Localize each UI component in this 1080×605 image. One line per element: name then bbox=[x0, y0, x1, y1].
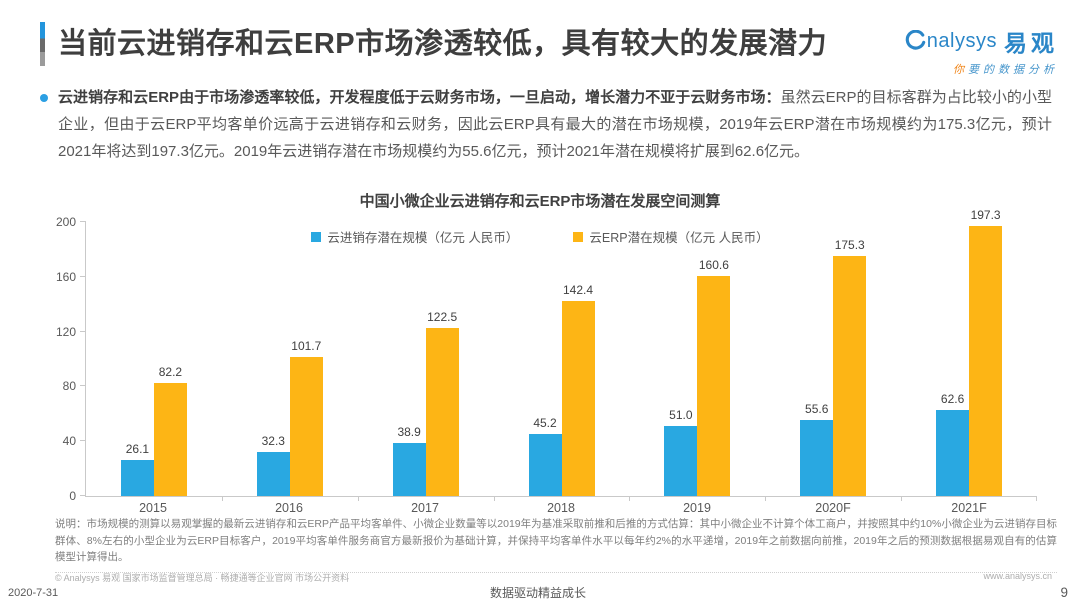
chart-legend: 云进销存潜在规模（亿元 人民币） 云ERP潜在规模（亿元 人民币） bbox=[40, 227, 1040, 246]
bar: 197.3 bbox=[969, 208, 1003, 496]
bar-group-2017: 38.9 122.5 bbox=[358, 222, 494, 496]
x-axis-category-label: 2020F bbox=[815, 501, 851, 515]
legend-label: 云进销存潜在规模（亿元 人民币） bbox=[327, 231, 519, 245]
bar-group-2016: 32.3 101.7 bbox=[222, 222, 358, 496]
bar-value-label: 122.5 bbox=[427, 310, 458, 325]
bar-group-2021F: 62.6 197.3 bbox=[901, 208, 1037, 496]
source-attribution: © Analysys 易观 国家市场监督管理总局 · 畅捷通等企业官网 市场公开… bbox=[55, 573, 350, 583]
x-axis-tick-mark bbox=[629, 496, 631, 501]
bar: 175.3 bbox=[833, 238, 867, 496]
bar-group-2019: 51.0 160.6 bbox=[629, 222, 765, 496]
logo-name-en: nalysys bbox=[926, 29, 997, 52]
summary-lead: 云进销存和云ERP由于市场渗透率较低，开发程度低于云财务市场，一旦启动，增长潜力… bbox=[58, 89, 781, 106]
bar-group-2015: 26.1 82.2 bbox=[86, 222, 222, 496]
y-axis-tick-label: 200 bbox=[55, 215, 76, 229]
bar: 101.7 bbox=[289, 339, 323, 496]
chart-title: 中国小微企业云进销存和云ERP市场潜在发展空间测算 bbox=[359, 193, 721, 210]
bar-groups: 26.1 82.2 32.3 101.7 38.9 122.5 45.2 142.4 51.0 1… bbox=[86, 208, 1037, 496]
bar: 45.2 bbox=[528, 416, 562, 496]
website-url: www.analysys.cn bbox=[983, 571, 1052, 581]
footer-slogan: 数据驱动精益成长 bbox=[489, 586, 586, 600]
y-axis-tick-mark bbox=[80, 440, 86, 442]
legend-label: 云ERP潜在规模（亿元 人民币） bbox=[589, 231, 769, 245]
x-axis-labels: 2015 2016 2017 2018 2019 2020F 2021F bbox=[85, 501, 1037, 515]
bar-value-label: 82.2 bbox=[158, 365, 183, 380]
y-axis-tick-mark bbox=[80, 385, 86, 387]
title-block: 当前云进销存和云ERP市场渗透较低，具有较大的发展潜力 bbox=[40, 20, 827, 68]
x-axis-category-label: 2015 bbox=[139, 501, 167, 515]
legend-swatch-icon bbox=[573, 231, 584, 242]
x-axis-category-label: 2017 bbox=[411, 501, 439, 515]
bar-value-label: 51.0 bbox=[669, 408, 693, 423]
title-accent-bar bbox=[40, 22, 45, 66]
bar: 26.1 bbox=[120, 442, 154, 496]
methodology-note: 说明：市场规模的测算以易观掌握的最新云进销存和云ERP产品平均客单件、小微企业数… bbox=[55, 516, 1057, 573]
y-axis-tick-label: 40 bbox=[62, 434, 76, 449]
bar: 38.9 bbox=[392, 425, 426, 496]
sources-row: © Analysys 易观 国家市场监督管理总局 · 畅捷通等企业官网 市场公开… bbox=[55, 571, 1052, 584]
bar-value-label: 32.3 bbox=[261, 433, 285, 448]
x-axis-tick-mark bbox=[1036, 496, 1037, 501]
y-axis-tick-mark bbox=[80, 275, 86, 277]
logo-wordmark: nalysys 易观 bbox=[904, 24, 1058, 58]
y-axis-tick-label: 0 bbox=[69, 489, 76, 503]
bar: 82.2 bbox=[153, 365, 187, 496]
bar-value-label: 175.3 bbox=[834, 237, 865, 252]
x-axis-tick-mark bbox=[357, 496, 359, 501]
legend-item: 云进销存潜在规模（亿元 人民币） bbox=[311, 227, 518, 246]
bar-group-2018: 45.2 142.4 bbox=[494, 222, 630, 496]
bar: 160.6 bbox=[697, 258, 731, 496]
x-axis-tick-mark bbox=[221, 496, 223, 501]
plot-area: 0 40 80 120 160 200 26.1 82.2 32.3 101.7 38.9 122.5… bbox=[56, 208, 1037, 503]
header: 当前云进销存和云ERP市场渗透较低，具有较大的发展潜力 nalysys 易观 你… bbox=[40, 20, 1058, 77]
logo-tagline-rest: 要的数据分析 bbox=[968, 64, 1058, 76]
y-axis-tick-mark bbox=[80, 330, 86, 332]
logo-name-cn: 易观 bbox=[1004, 30, 1058, 56]
logo-tagline: 你要的数据分析 bbox=[904, 61, 1058, 77]
bar-value-label: 55.6 bbox=[805, 401, 829, 416]
x-axis-category-label: 2019 bbox=[683, 501, 711, 515]
page-number: 9 bbox=[1060, 585, 1068, 600]
y-axis-tick-mark bbox=[80, 221, 86, 222]
y-axis-tick-label: 80 bbox=[62, 379, 76, 394]
report-date: 2020-7-31 bbox=[8, 586, 59, 599]
logo-tagline-emphasis: 你 bbox=[953, 64, 968, 76]
bar-value-label: 197.3 bbox=[970, 207, 1001, 222]
bar: 55.6 bbox=[800, 402, 834, 496]
summary-paragraph: 云进销存和云ERP由于市场渗透率较低，开发程度低于云财务市场，一旦启动，增长潜力… bbox=[40, 84, 1052, 165]
bar-value-label: 62.6 bbox=[940, 392, 965, 407]
bottom-bar: 2020-7-31 数据驱动精益成长 9 bbox=[8, 584, 1068, 601]
x-axis-tick-mark bbox=[765, 496, 767, 501]
bar-value-label: 160.6 bbox=[698, 257, 729, 272]
legend-item: 云ERP潜在规模（亿元 人民币） bbox=[573, 227, 769, 246]
bar-value-label: 45.2 bbox=[533, 416, 557, 431]
y-axis-tick-label: 120 bbox=[55, 324, 76, 339]
bar-value-label: 142.4 bbox=[562, 282, 594, 297]
bar: 122.5 bbox=[425, 310, 459, 496]
bar: 51.0 bbox=[664, 408, 698, 496]
bar-group-2020F: 55.6 175.3 bbox=[765, 222, 901, 496]
bullet-dot-icon bbox=[40, 94, 48, 102]
bar: 62.6 bbox=[936, 392, 970, 496]
x-axis-category-label: 2021F bbox=[951, 501, 987, 515]
x-axis-category-label: 2018 bbox=[547, 501, 575, 515]
x-axis-category-label: 2016 bbox=[275, 501, 303, 515]
bar-value-label: 101.7 bbox=[291, 338, 322, 353]
y-axis-tick-mark bbox=[80, 495, 86, 496]
bar: 142.4 bbox=[561, 283, 595, 496]
bar-value-label: 26.1 bbox=[125, 442, 150, 457]
x-axis-tick-mark bbox=[901, 496, 903, 501]
bar: 32.3 bbox=[256, 434, 290, 496]
analysys-swirl-icon bbox=[905, 30, 926, 50]
x-axis-tick-mark bbox=[493, 496, 495, 501]
analysys-logo: nalysys 易观 你要的数据分析 bbox=[904, 20, 1058, 77]
legend-swatch-icon bbox=[311, 231, 322, 242]
summary-body: 虽然云ERP的目标客群为占比较小的小型企业，但由于云ERP平均客单价远高于云进销… bbox=[58, 89, 1052, 160]
summary-section: 云进销存和云ERP由于市场渗透率较低，开发程度低于云财务市场，一旦启动，增长潜力… bbox=[40, 84, 1052, 165]
y-axis-tick-label: 160 bbox=[55, 269, 76, 284]
page-title: 当前云进销存和云ERP市场渗透较低，具有较大的发展潜力 bbox=[58, 28, 828, 60]
bar-value-label: 38.9 bbox=[397, 424, 421, 439]
